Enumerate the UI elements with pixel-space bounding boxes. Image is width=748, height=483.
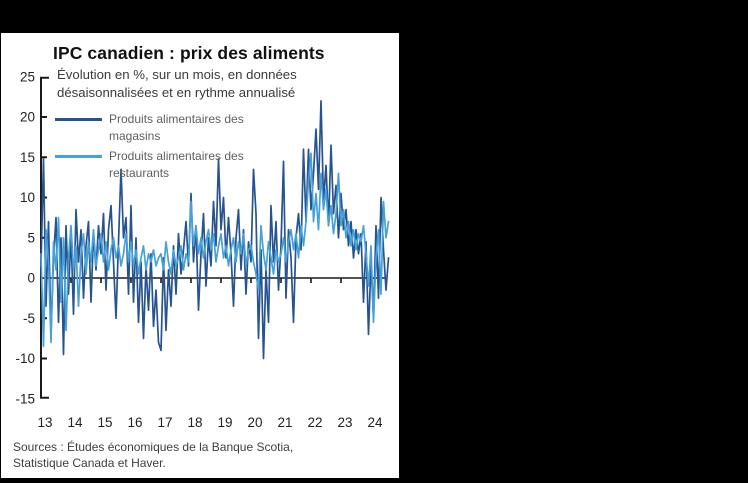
y-axis-tick-label: 0 xyxy=(27,271,35,286)
legend-label-restaurants: Produits alimentaires des restaurants xyxy=(109,148,244,182)
x-axis-tick-label: 21 xyxy=(277,415,292,430)
x-axis-tick-label: 14 xyxy=(67,415,83,430)
y-axis-tick-label: -15 xyxy=(15,391,35,406)
sources-note: Sources : Études économiques de la Banqu… xyxy=(13,440,293,471)
y-axis-tick-label: 20 xyxy=(20,110,35,125)
x-axis-tick-label: 20 xyxy=(247,415,262,430)
legend-item-magasins: Produits alimentaires des magasins xyxy=(55,111,244,145)
x-axis-tick-label: 15 xyxy=(97,415,112,430)
x-axis-tick-label: 24 xyxy=(367,415,383,430)
legend-label-restaurants-line-2: restaurants xyxy=(109,166,170,180)
x-axis-tick-label: 19 xyxy=(217,415,232,430)
x-axis-zero-line xyxy=(40,277,386,283)
y-axis-tick-label: 10 xyxy=(20,190,35,205)
chart-subtitle-line-1: Évolution en %, sur un mois, en données xyxy=(57,67,297,82)
y-axis-tick-label: -5 xyxy=(23,311,35,326)
y-axis-tick-label: 25 xyxy=(20,69,35,84)
chart-card: 25 20 15 10 5 0 -5 -10 -15 13 14 15 16 17 18 19 20 21 22 23… xyxy=(0,32,400,479)
y-axis-tick-label: 5 xyxy=(27,230,35,245)
x-axis-tick-label: 13 xyxy=(37,415,52,430)
sources-note-line-2: Statistique Canada et Haver. xyxy=(13,455,166,470)
y-axis-tick-label: 15 xyxy=(20,150,35,165)
x-axis-tick-label: 16 xyxy=(127,415,142,430)
sources-note-line-1: Sources : Études économiques de la Banqu… xyxy=(13,440,294,454)
x-axis-tick-label: 22 xyxy=(307,415,322,430)
legend-item-restaurants: Produits alimentaires des restaurants xyxy=(55,148,244,182)
x-axis-tick-label: 18 xyxy=(187,415,202,430)
x-axis-tick-label: 17 xyxy=(157,415,172,430)
legend-label-magasins-line-1: Produits alimentaires des xyxy=(109,112,244,126)
chart-subtitle-line-2: désaisonnalisées et en rythme annualisé xyxy=(57,84,296,100)
series-line-restaurants xyxy=(40,152,390,348)
legend-line-swatch-magasins xyxy=(55,118,102,121)
chart-subtitle: Évolution en %, sur un mois, en données … xyxy=(57,66,297,101)
legend-label-magasins-line-2: magasins xyxy=(109,129,161,143)
legend-label-restaurants-line-1: Produits alimentaires des xyxy=(109,149,244,163)
chart-title: IPC canadien : prix des aliments xyxy=(53,43,325,63)
y-axis-tick-label: -10 xyxy=(15,351,35,366)
legend-line-swatch-restaurants xyxy=(55,155,102,158)
x-axis-tick-label: 23 xyxy=(337,415,352,430)
legend-label-magasins: Produits alimentaires des magasins xyxy=(109,111,244,145)
series-line-magasins xyxy=(40,100,390,360)
legend: Produits alimentaires des magasins Produ… xyxy=(55,111,244,185)
